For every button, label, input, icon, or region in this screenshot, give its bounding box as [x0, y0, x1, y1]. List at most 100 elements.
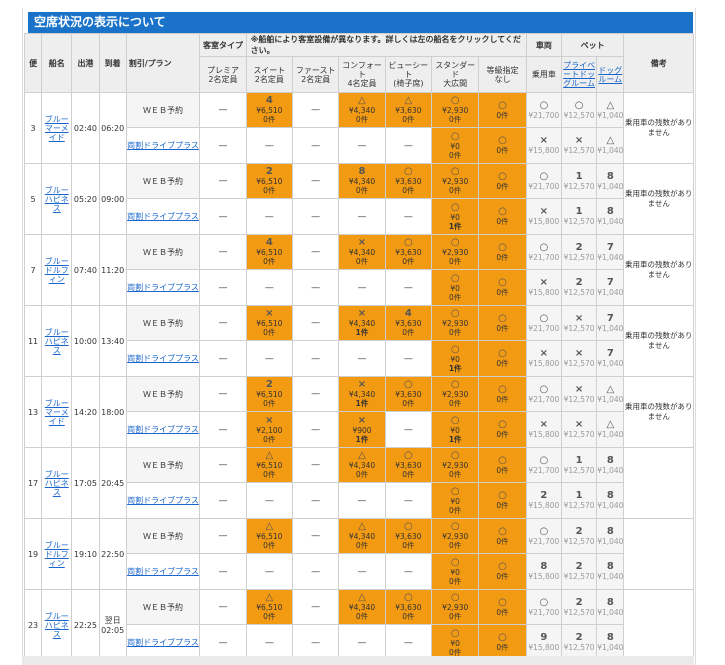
web-room-1[interactable]: × ¥6,510 0件 — [245, 305, 293, 341]
pet-room-link-1[interactable]: ドッグルーム — [598, 65, 623, 84]
drive-room-6[interactable]: ○ 0件 — [478, 624, 527, 661]
plan-drive-cell[interactable]: 両割ドライブプラス — [125, 624, 201, 661]
web-room-5[interactable]: ○ ¥2,930 0件 — [431, 234, 480, 270]
drive-room-6[interactable]: ○ 0件 — [478, 482, 527, 519]
pet-sub-header-1[interactable]: ドッグルーム — [596, 56, 625, 93]
web-room-6[interactable]: ○ 0件 — [478, 376, 527, 412]
sailing-row-drive: 両割ドライブプラス — — — — — ○ ¥0 0件 ○ 0件 × ¥15,800 × ¥12,570 △ ¥… — [25, 127, 694, 164]
plan-drive-link[interactable]: 両割ドライブプラス — [127, 567, 199, 576]
web-room-3[interactable]: △ ¥4,340 0件 — [338, 447, 386, 483]
plan-drive-link[interactable]: 両割ドライブプラス — [127, 425, 199, 434]
web-room-3[interactable]: × ¥4,340 1件 — [338, 305, 386, 341]
ship-name-link[interactable]: ブルードルフィン — [44, 256, 69, 284]
web-room-1[interactable]: △ ¥6,510 0件 — [245, 589, 293, 625]
web-room-3[interactable]: 8 ¥4,340 0件 — [338, 163, 386, 199]
availability-mark: ○ — [403, 450, 413, 461]
ship-name-cell[interactable]: ブルードルフィン — [41, 234, 73, 306]
ship-name-cell[interactable]: ブルーハピネス — [41, 447, 73, 519]
web-room-5[interactable]: ○ ¥2,930 0件 — [431, 376, 480, 412]
ship-name-link[interactable]: ブルードルフィン — [44, 540, 69, 568]
web-room-3[interactable]: △ ¥4,340 0件 — [338, 589, 386, 625]
web-room-1[interactable]: 4 ¥6,510 0件 — [245, 234, 293, 270]
web-room-4[interactable]: ○ ¥3,630 0件 — [384, 376, 433, 412]
web-room-3[interactable]: △ ¥4,340 0件 — [338, 518, 386, 554]
web-room-6[interactable]: ○ 0件 — [478, 163, 527, 199]
availability-table: 便 船名 出港 到着 割引/プラン 客室タイプ ※船舶により客室設備が異なります… — [23, 33, 694, 661]
drive-room-5[interactable]: ○ ¥0 1件 — [431, 198, 480, 235]
web-room-5[interactable]: ○ ¥2,930 0件 — [431, 92, 480, 128]
web-room-1[interactable]: 2 ¥6,510 0件 — [245, 376, 293, 412]
booking-count: 0件 — [263, 470, 276, 479]
drive-room-6[interactable]: ○ 0件 — [478, 269, 527, 306]
availability-mark: × — [539, 135, 549, 146]
ship-name-link[interactable]: ブルーハピネス — [44, 469, 69, 497]
ship-name-link[interactable]: ブルーマーメイド — [44, 114, 69, 142]
drive-room-5[interactable]: ○ ¥0 0件 — [431, 482, 480, 519]
plan-drive-link[interactable]: 両割ドライブプラス — [127, 638, 199, 647]
drive-room-5[interactable]: ○ ¥0 1件 — [431, 340, 480, 377]
web-room-4[interactable]: 4 ¥3,630 0件 — [384, 305, 433, 341]
drive-room-5[interactable]: ○ ¥0 1件 — [431, 411, 480, 448]
web-room-4[interactable]: ○ ¥3,630 0件 — [384, 234, 433, 270]
pet-availability-1: 7 ¥1,040 — [596, 305, 625, 341]
web-room-1[interactable]: 4 ¥6,510 0件 — [245, 92, 293, 128]
ship-name-link[interactable]: ブルーマーメイド — [44, 398, 69, 426]
ship-name-cell[interactable]: ブルーハピネス — [41, 163, 73, 235]
ship-name-cell[interactable]: ブルーハピネス — [41, 589, 73, 661]
web-room-4[interactable]: ○ ¥3,630 0件 — [384, 163, 433, 199]
web-room-4[interactable]: ○ ¥3,630 0件 — [384, 589, 433, 625]
ship-name-cell[interactable]: ブルーハピネス — [41, 305, 73, 377]
ship-name-link[interactable]: ブルーハピネス — [44, 185, 69, 213]
web-room-5[interactable]: ○ ¥2,930 0件 — [431, 163, 480, 199]
web-room-1[interactable]: 2 ¥6,510 0件 — [245, 163, 293, 199]
plan-drive-link[interactable]: 両割ドライブプラス — [127, 354, 199, 363]
ship-name-cell[interactable]: ブルードルフィン — [41, 518, 73, 590]
ship-name-link[interactable]: ブルーハピネス — [44, 327, 69, 355]
plan-drive-cell[interactable]: 両割ドライブプラス — [125, 127, 201, 164]
plan-drive-link[interactable]: 両割ドライブプラス — [127, 141, 199, 150]
drive-room-5[interactable]: ○ ¥0 0件 — [431, 269, 480, 306]
web-room-6[interactable]: ○ 0件 — [478, 518, 527, 554]
drive-room-5[interactable]: ○ ¥0 0件 — [431, 624, 480, 661]
pet-sub-header-0[interactable]: プライベートドッグルーム — [560, 56, 598, 93]
web-room-6[interactable]: ○ 0件 — [478, 589, 527, 625]
web-room-4[interactable]: ○ ¥3,630 0件 — [384, 447, 433, 483]
drive-room-5[interactable]: ○ ¥0 0件 — [431, 127, 480, 164]
web-room-5[interactable]: ○ ¥2,930 0件 — [431, 447, 480, 483]
web-room-5[interactable]: ○ ¥2,930 0件 — [431, 518, 480, 554]
web-room-3[interactable]: × ¥4,340 1件 — [338, 376, 386, 412]
web-room-5[interactable]: ○ ¥2,930 0件 — [431, 589, 480, 625]
drive-room-6[interactable]: ○ 0件 — [478, 340, 527, 377]
plan-drive-link[interactable]: 両割ドライブプラス — [127, 283, 199, 292]
web-room-3[interactable]: × ¥4,340 0件 — [338, 234, 386, 270]
web-room-1[interactable]: △ ¥6,510 0件 — [245, 447, 293, 483]
drive-room-3[interactable]: × ¥900 1件 — [338, 411, 386, 448]
web-room-6[interactable]: ○ 0件 — [478, 305, 527, 341]
plan-drive-link[interactable]: 両割ドライブプラス — [127, 496, 199, 505]
drive-room-1[interactable]: × ¥2,100 0件 — [245, 411, 293, 448]
web-room-3[interactable]: △ ¥4,340 0件 — [338, 92, 386, 128]
plan-drive-link[interactable]: 両割ドライブプラス — [127, 212, 199, 221]
drive-room-5[interactable]: ○ ¥0 0件 — [431, 553, 480, 590]
ship-name-link[interactable]: ブルーハピネス — [44, 611, 69, 639]
pet-room-link-0[interactable]: プライベートドッグルーム — [563, 61, 596, 88]
plan-drive-cell[interactable]: 両割ドライブプラス — [125, 269, 201, 306]
ship-name-cell[interactable]: ブルーマーメイド — [41, 92, 73, 164]
plan-drive-cell[interactable]: 両割ドライブプラス — [125, 340, 201, 377]
web-room-6[interactable]: ○ 0件 — [478, 447, 527, 483]
drive-room-6[interactable]: ○ 0件 — [478, 411, 527, 448]
web-room-1[interactable]: △ ¥6,510 0件 — [245, 518, 293, 554]
plan-drive-cell[interactable]: 両割ドライブプラス — [125, 482, 201, 519]
web-room-5[interactable]: ○ ¥2,930 0件 — [431, 305, 480, 341]
drive-room-6[interactable]: ○ 0件 — [478, 553, 527, 590]
web-room-6[interactable]: ○ 0件 — [478, 234, 527, 270]
web-room-4[interactable]: △ ¥3,630 0件 — [384, 92, 433, 128]
drive-room-6[interactable]: ○ 0件 — [478, 198, 527, 235]
plan-drive-cell[interactable]: 両割ドライブプラス — [125, 411, 201, 448]
ship-name-cell[interactable]: ブルーマーメイド — [41, 376, 73, 448]
plan-drive-cell[interactable]: 両割ドライブプラス — [125, 553, 201, 590]
plan-drive-cell[interactable]: 両割ドライブプラス — [125, 198, 201, 235]
web-room-4[interactable]: ○ ¥3,630 0件 — [384, 518, 433, 554]
drive-room-6[interactable]: ○ 0件 — [478, 127, 527, 164]
web-room-6[interactable]: ○ 0件 — [478, 92, 527, 128]
